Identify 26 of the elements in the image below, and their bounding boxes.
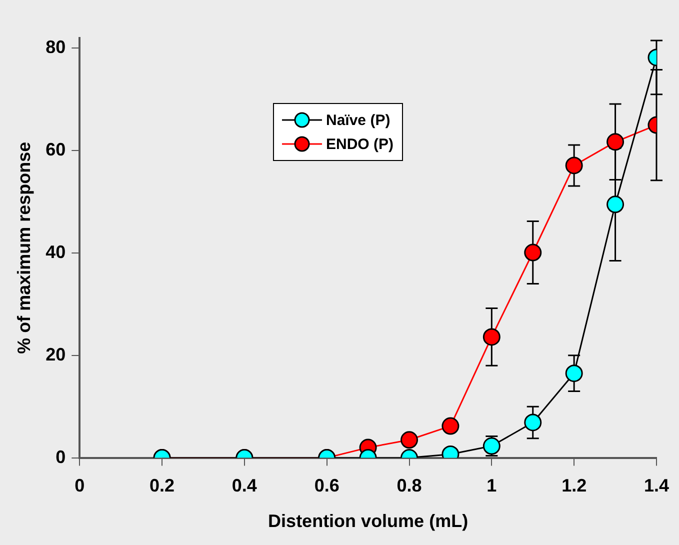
point [606, 196, 624, 214]
x-tick-label: 0.4 [232, 476, 257, 496]
point [565, 156, 583, 174]
y-tick-label: 0 [56, 446, 66, 467]
point [524, 414, 542, 432]
y-tick-label: 60 [46, 140, 66, 160]
legend-label: Naïve (P) [326, 112, 390, 128]
point [442, 417, 460, 435]
y-tick-label: 80 [46, 37, 66, 58]
point [524, 244, 542, 262]
x-tick-label: 0.2 [150, 476, 175, 496]
x-tick-label: 0 [74, 476, 85, 496]
x-tick-label: 0.6 [314, 476, 340, 496]
point [565, 364, 583, 382]
point [400, 431, 418, 449]
x-axis-title: Distention volume (mL) [268, 511, 468, 532]
legend-label: ENDO (P) [326, 136, 394, 152]
y-tick-label: 20 [46, 344, 66, 364]
x-tick-label: 1 [486, 476, 497, 496]
x-tick-label: 1.2 [562, 476, 587, 496]
point [482, 328, 500, 346]
y-tick-label: 40 [46, 242, 66, 262]
x-tick-label: 1.4 [644, 476, 670, 496]
y-axis-title: % of maximum response [14, 142, 34, 354]
x-tick-label: 0.8 [396, 476, 422, 496]
point [606, 133, 624, 151]
